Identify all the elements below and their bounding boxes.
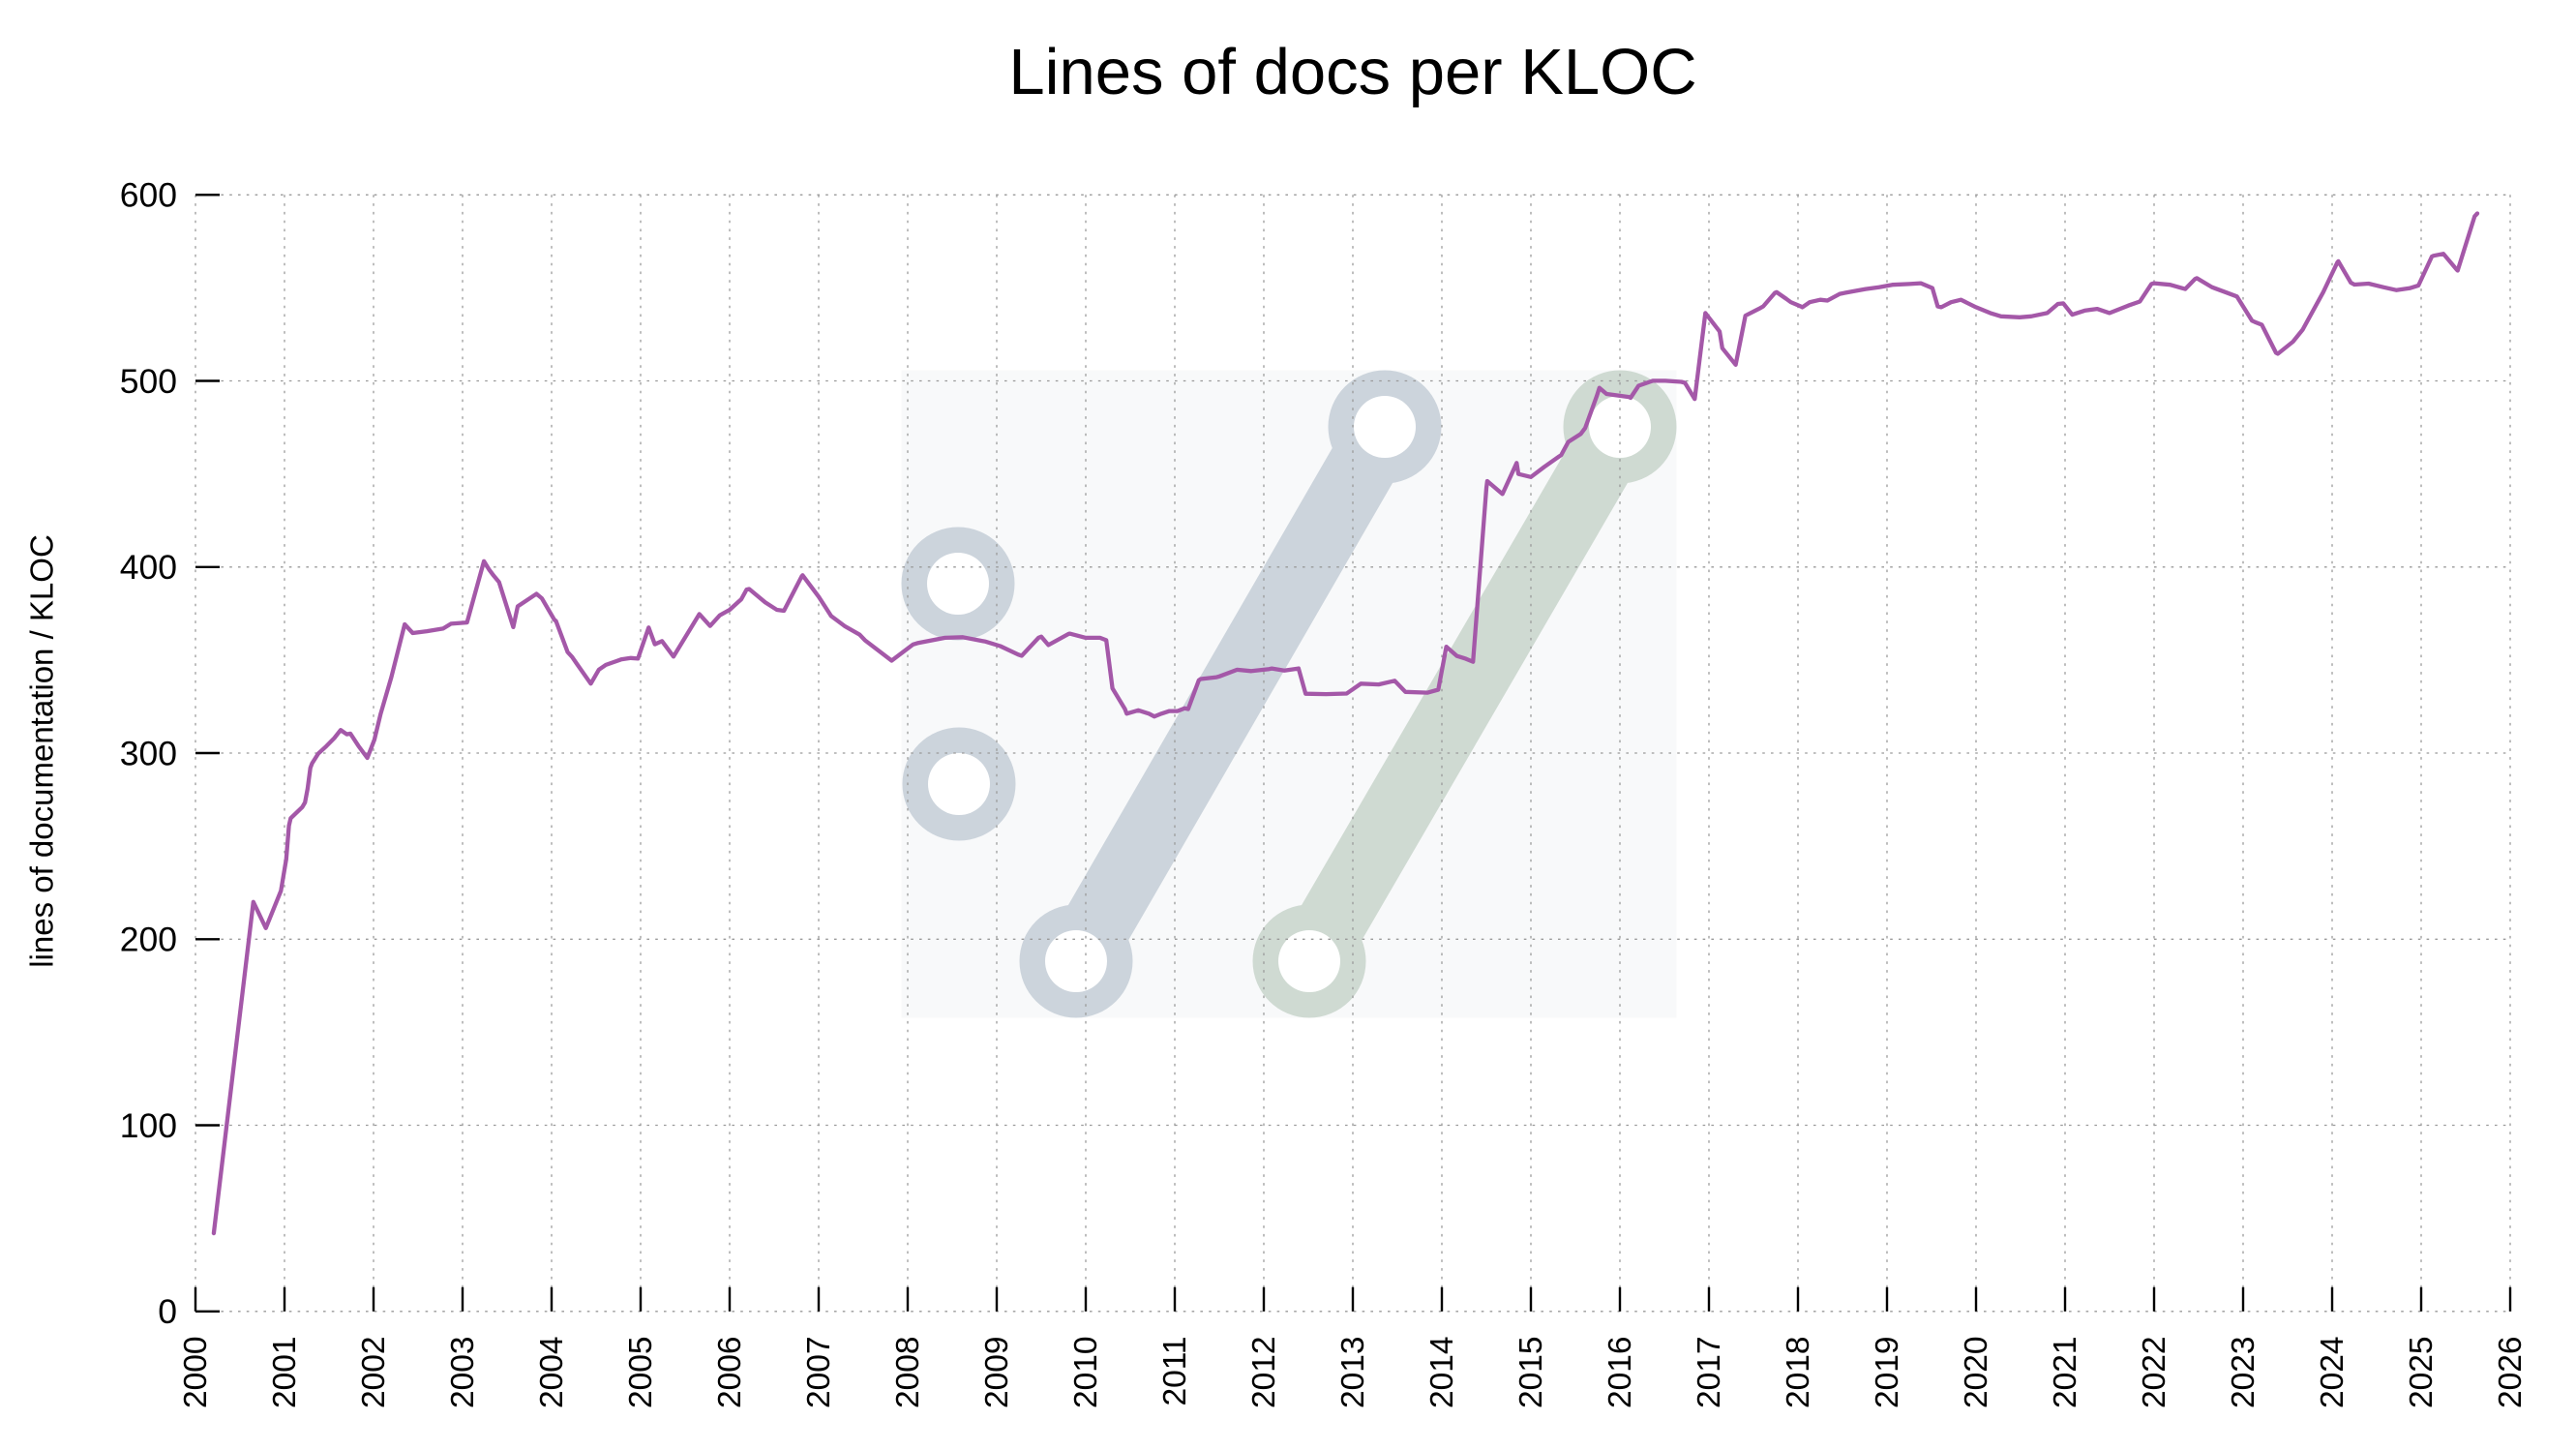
svg-text:2023: 2023 xyxy=(2226,1337,2261,1409)
svg-text:2005: 2005 xyxy=(623,1337,659,1409)
svg-text:2016: 2016 xyxy=(1603,1337,1638,1409)
svg-text:2001: 2001 xyxy=(267,1337,303,1409)
svg-text:2025: 2025 xyxy=(2404,1337,2440,1409)
svg-text:2009: 2009 xyxy=(979,1337,1015,1409)
svg-text:200: 200 xyxy=(120,921,177,959)
svg-text:2014: 2014 xyxy=(1424,1337,1460,1409)
svg-text:2013: 2013 xyxy=(1335,1337,1371,1409)
svg-text:2004: 2004 xyxy=(534,1337,570,1409)
svg-text:2020: 2020 xyxy=(1959,1337,1994,1409)
svg-text:2015: 2015 xyxy=(1513,1337,1549,1409)
svg-text:2008: 2008 xyxy=(890,1337,926,1409)
svg-text:2000: 2000 xyxy=(178,1337,214,1409)
svg-text:2010: 2010 xyxy=(1068,1337,1104,1409)
svg-text:2007: 2007 xyxy=(801,1337,837,1409)
svg-text:2012: 2012 xyxy=(1246,1337,1282,1409)
svg-text:2026: 2026 xyxy=(2493,1337,2529,1409)
svg-text:2018: 2018 xyxy=(1781,1337,1816,1409)
svg-text:lines of documentation / KLOC: lines of documentation / KLOC xyxy=(24,534,60,968)
svg-text:500: 500 xyxy=(120,362,177,401)
svg-text:2002: 2002 xyxy=(356,1337,392,1409)
svg-text:2019: 2019 xyxy=(1870,1337,1905,1409)
svg-text:2006: 2006 xyxy=(712,1337,748,1409)
svg-text:100: 100 xyxy=(120,1106,177,1145)
svg-text:Lines of docs per KLOC: Lines of docs per KLOC xyxy=(1008,36,1696,108)
svg-text:2024: 2024 xyxy=(2315,1337,2351,1409)
svg-text:2017: 2017 xyxy=(1692,1337,1727,1409)
svg-text:0: 0 xyxy=(158,1292,177,1331)
svg-text:300: 300 xyxy=(120,734,177,772)
svg-text:2011: 2011 xyxy=(1157,1337,1193,1406)
svg-text:2022: 2022 xyxy=(2137,1337,2172,1409)
svg-text:2003: 2003 xyxy=(445,1337,481,1409)
svg-text:600: 600 xyxy=(120,176,177,215)
svg-text:2021: 2021 xyxy=(2048,1337,2083,1409)
svg-text:400: 400 xyxy=(120,548,177,587)
